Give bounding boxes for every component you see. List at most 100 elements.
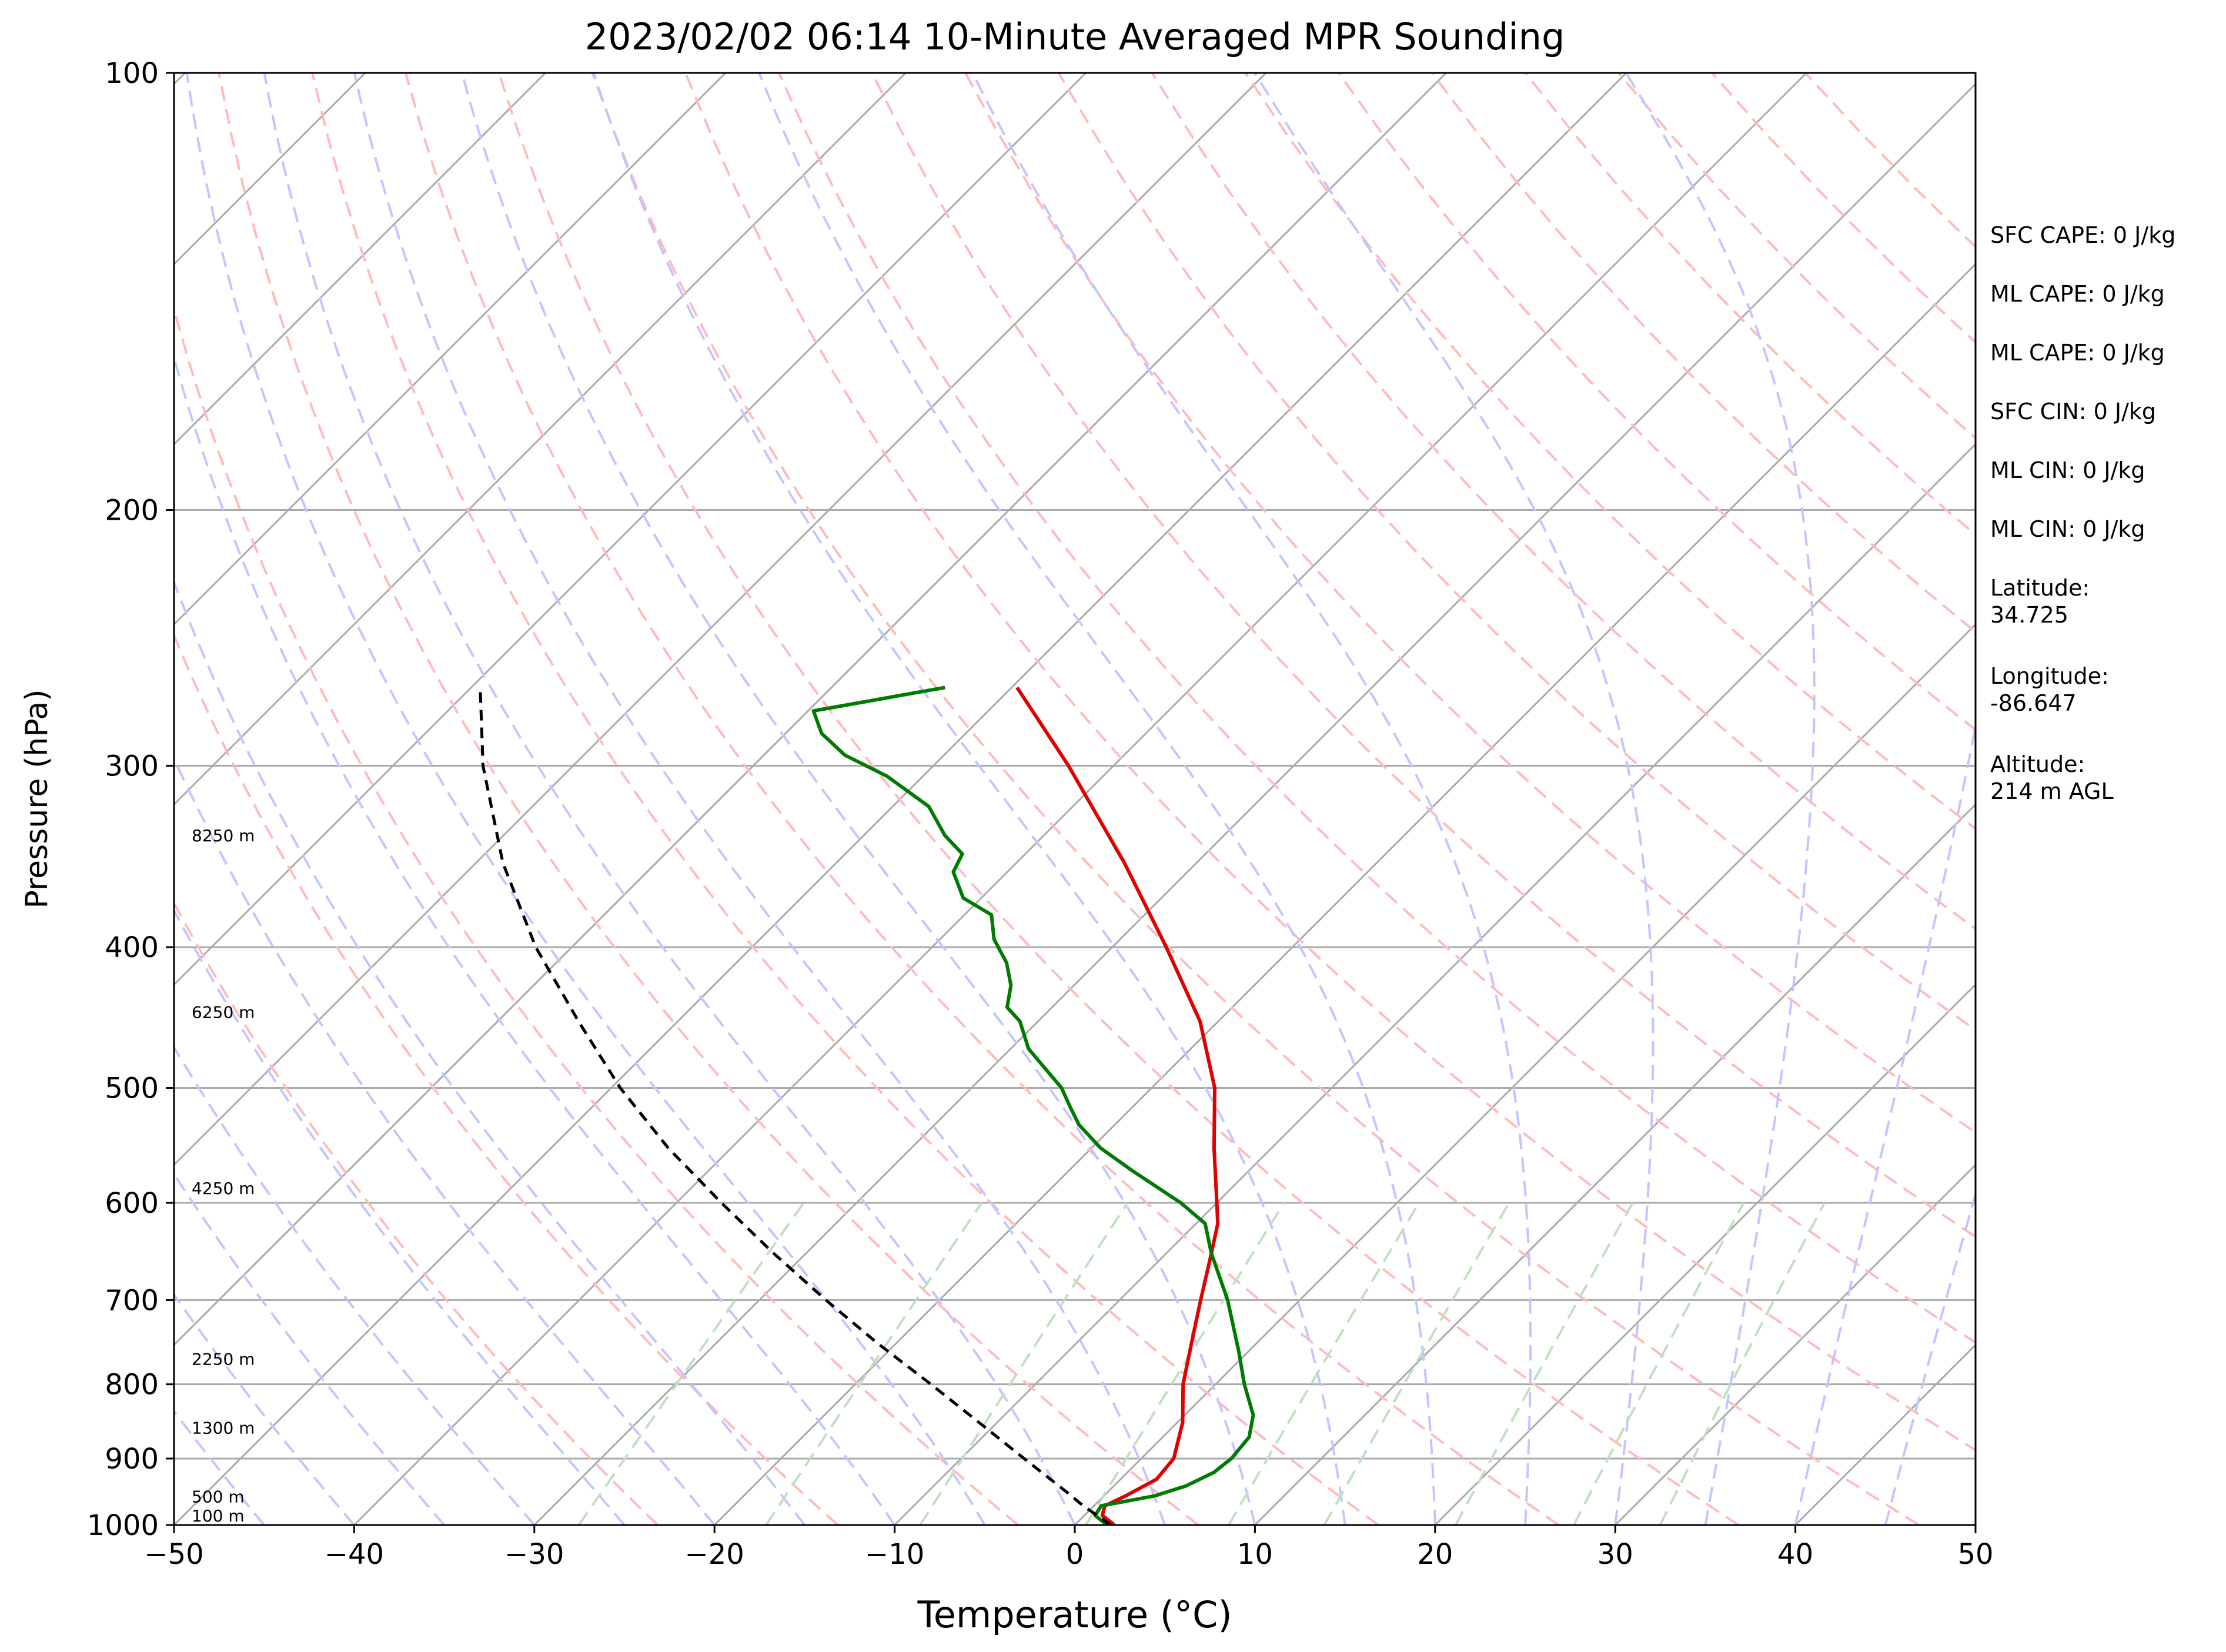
- isotherm-line: [533, 82, 1976, 1525]
- mixing-ratio-line: [765, 1202, 983, 1525]
- moist-adiabat-line: [174, 579, 805, 1525]
- isotherm-line: [174, 73, 907, 806]
- x-tick-label: 0: [1066, 1538, 1084, 1571]
- height-label: 2250 m: [192, 1349, 255, 1369]
- info-text: SFC CAPE: 0 J/kg: [1990, 222, 2176, 248]
- height-label: 500 m: [192, 1487, 245, 1506]
- height-label: 1300 m: [192, 1419, 255, 1438]
- moist-adiabat-line: [174, 1045, 536, 1525]
- y-tick-label: 700: [105, 1284, 159, 1317]
- parcel-profile: [479, 687, 1112, 1525]
- info-text: 34.725: [1990, 602, 2068, 628]
- isotherm-line: [174, 73, 546, 446]
- x-tick-label: −50: [144, 1538, 203, 1571]
- isotherm-line: [174, 73, 1087, 986]
- info-text: ML CAPE: 0 J/kg: [1990, 281, 2165, 307]
- isotherm-line: [894, 443, 1976, 1525]
- mixing-ratio-line: [1085, 1202, 1285, 1525]
- isotherm-line: [1074, 623, 1976, 1525]
- y-tick-label: 1000: [87, 1509, 159, 1542]
- y-tick-label: 800: [105, 1369, 159, 1402]
- moist-adiabat-line: [174, 1293, 355, 1525]
- mixing-ratio-line: [577, 1202, 805, 1525]
- dry-adiabat-line: [684, 73, 1976, 1452]
- y-tick-label: 200: [105, 494, 159, 527]
- dry-adiabat-line: [1057, 73, 1976, 1032]
- y-tick-label: 600: [105, 1187, 159, 1220]
- dry-adiabat-line: [311, 73, 1379, 1525]
- moist-adiabat-line: [174, 353, 896, 1525]
- chart-title: 2023/02/02 06:14 10-Minute Averaged MPR …: [585, 15, 1565, 58]
- info-text: 214 m AGL: [1990, 778, 2114, 804]
- isotherm-line: [714, 263, 1976, 1525]
- info-text: Longitude:: [1990, 663, 2109, 689]
- moist-adiabat-line: [353, 73, 1167, 1525]
- height-label: 4250 m: [192, 1179, 255, 1198]
- mixing-ratio-line: [1323, 1202, 1510, 1525]
- dry-adiabat-line: [1244, 73, 1976, 831]
- info-text: ML CAPE: 0 J/kg: [1990, 340, 2165, 366]
- moist-adiabat-line: [174, 1409, 265, 1525]
- y-tick-label: 100: [105, 57, 159, 90]
- dry-adiabat-line: [174, 901, 659, 1525]
- isotherm-line: [174, 73, 1267, 1166]
- height-label: 6250 m: [192, 1002, 255, 1022]
- dry-adiabat-line: [1151, 73, 1976, 931]
- info-text: SFC CIN: 0 J/kg: [1990, 399, 2157, 424]
- moist-adiabat-line: [460, 73, 1256, 1525]
- x-tick-label: −10: [865, 1538, 924, 1571]
- dry-adiabat-line: [404, 73, 1559, 1525]
- info-text: ML CIN: 0 J/kg: [1990, 457, 2145, 483]
- series-layer: [479, 685, 1255, 1525]
- isotherm-line: [1434, 983, 1976, 1525]
- height-label: 100 m: [192, 1506, 245, 1526]
- dry-adiabat-line: [218, 73, 1199, 1525]
- mixing-ratio-line: [1659, 1202, 1826, 1525]
- info-text: -86.647: [1990, 690, 2077, 716]
- moist-adiabat-line: [1794, 720, 1976, 1525]
- temperature-profile: [1015, 686, 1220, 1525]
- x-tick-label: 50: [1957, 1538, 1993, 1571]
- y-tick-label: 300: [105, 750, 159, 782]
- dewpoint-profile: [811, 685, 1255, 1525]
- info-text: Altitude:: [1990, 751, 2085, 777]
- isotherm-line: [1254, 803, 1976, 1525]
- x-tick-label: −30: [504, 1538, 564, 1571]
- moist-adiabat-line: [263, 73, 1076, 1525]
- dry-adiabat-line: [871, 73, 1976, 1238]
- moist-adiabat-line: [174, 908, 626, 1525]
- dry-adiabat-line: [1338, 73, 1976, 731]
- x-axis: −50 −40 −30 −20 −10 0 10 20 30 40 50: [144, 1525, 1994, 1571]
- x-tick-label: 10: [1237, 1538, 1273, 1571]
- y-axis: 1000 900 800 700 600 500 400 300 200 100: [87, 57, 174, 1542]
- isotherm-line: [174, 73, 1447, 1346]
- x-tick-label: −40: [325, 1538, 384, 1571]
- x-axis-label: Temperature (°C): [917, 1593, 1232, 1636]
- y-tick-label: 500: [105, 1072, 159, 1105]
- moist-adiabat-line: [592, 73, 1346, 1525]
- info-text: Latitude:: [1990, 575, 2090, 601]
- moist-adiabat-line: [1884, 1190, 1976, 1525]
- x-tick-label: 40: [1777, 1538, 1813, 1571]
- x-tick-label: 20: [1417, 1538, 1453, 1571]
- isotherm-line: [353, 73, 1807, 1525]
- isotherm-line: [1615, 1163, 1976, 1525]
- isotherm-line: [174, 73, 727, 626]
- info-text: ML CIN: 0 J/kg: [1990, 516, 2145, 542]
- y-axis-label: Pressure (hPa): [19, 690, 55, 909]
- dry-adiabat-line: [964, 73, 1976, 1134]
- moist-adiabat-line: [185, 73, 986, 1525]
- dry-adiabat-line: [174, 632, 839, 1525]
- moist-adiabat-line: [1625, 73, 1816, 1525]
- mixing-ratio-line: [1455, 1202, 1634, 1525]
- dry-adiabat-line: [174, 304, 1019, 1525]
- mixing-ratio-line: [919, 1202, 1129, 1525]
- height-label: 8250 m: [192, 826, 255, 845]
- x-tick-label: −20: [685, 1538, 744, 1571]
- moist-adiabat-line: [971, 73, 1532, 1525]
- sounding-info-panel: SFC CAPE: 0 J/kg ML CAPE: 0 J/kg ML CAPE: …: [1990, 0, 2220, 1652]
- mixing-ratio-line: [1572, 1202, 1745, 1525]
- dry-adiabat-line: [777, 73, 1976, 1344]
- background-lines: [174, 73, 1976, 1525]
